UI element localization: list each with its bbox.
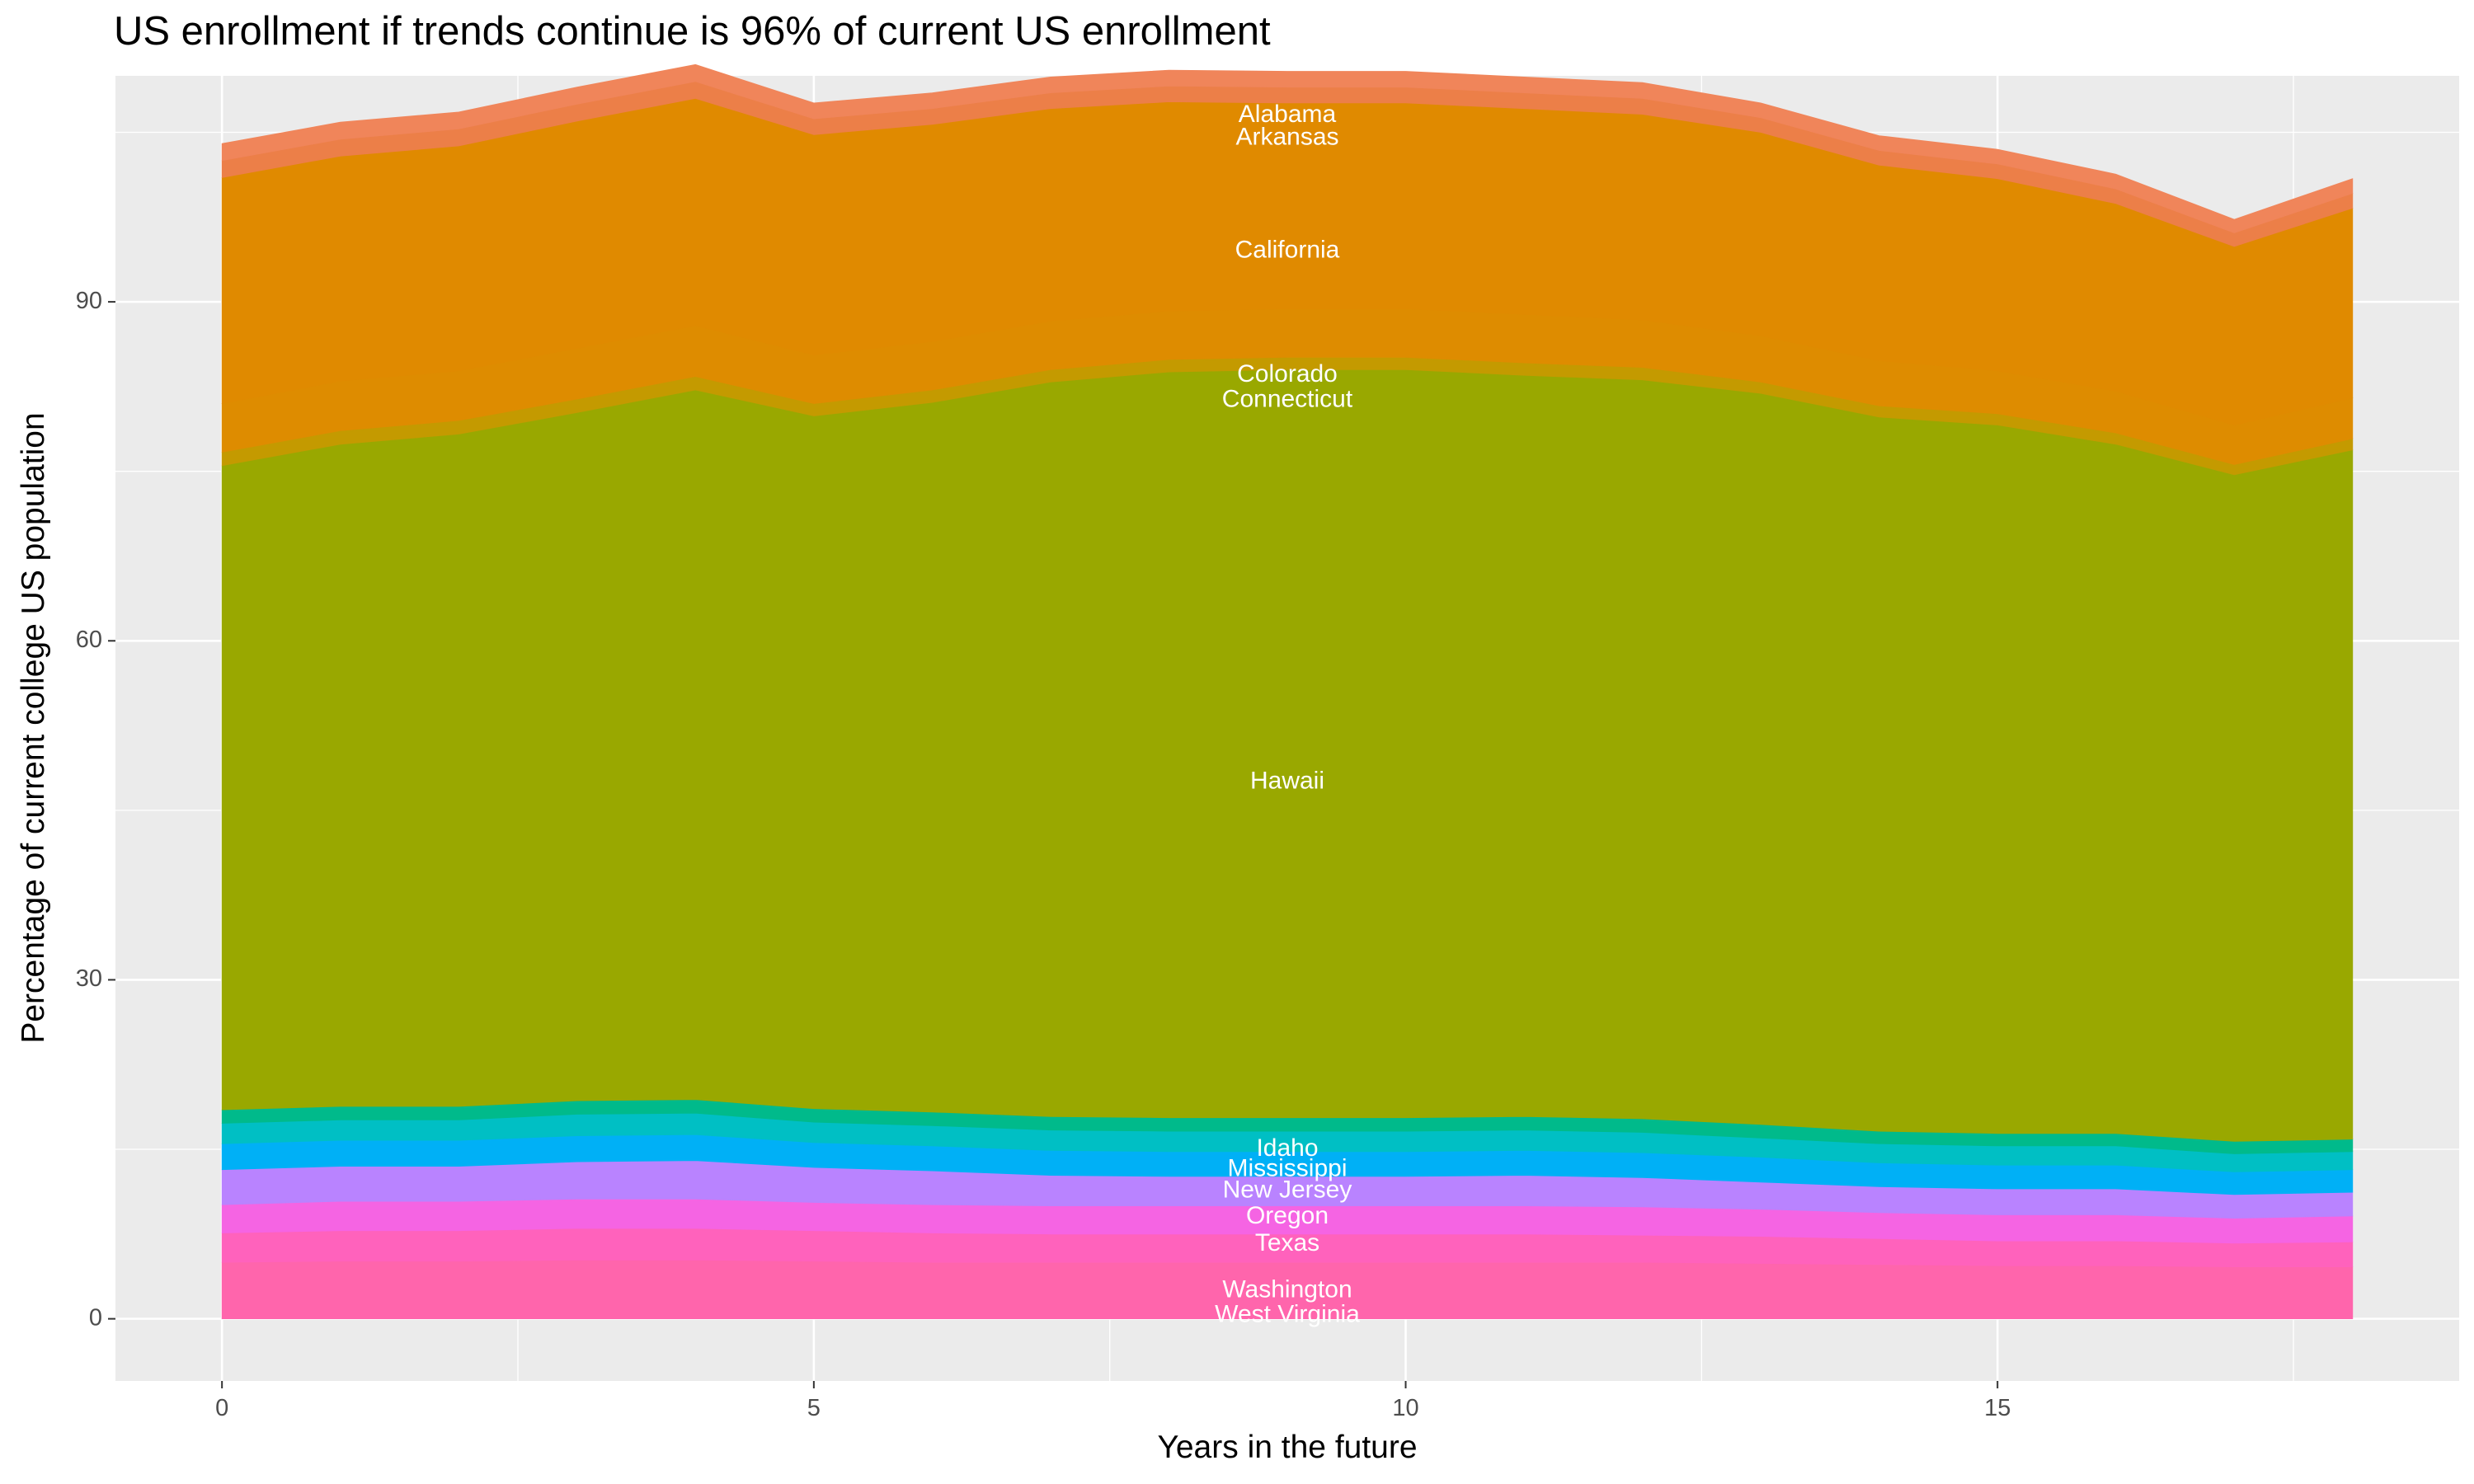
series-label-connecticut: Connecticut	[1222, 385, 1353, 412]
series-label-washington: Washington	[1222, 1275, 1352, 1303]
series-label-hawaii: Hawaii	[1250, 768, 1324, 795]
series-label-new-jersey: New Jersey	[1223, 1176, 1352, 1204]
axis-layer: 0 5 10 15 0 30 60 90	[76, 288, 2011, 1421]
series-label-texas: Texas	[1255, 1229, 1319, 1256]
x-tick-label: 15	[1984, 1395, 2011, 1421]
x-tick-label: 5	[807, 1395, 821, 1421]
series-label-alabama: Alabama	[1239, 101, 1337, 128]
series-label-west-virginia: West Virginia	[1215, 1300, 1360, 1327]
series-label-arkansas: Arkansas	[1235, 123, 1338, 150]
series-label-mississippi: Mississippi	[1227, 1155, 1347, 1182]
x-tick-label: 10	[1392, 1395, 1418, 1421]
chart-title: US enrollment if trends continue is 96% …	[114, 9, 1271, 54]
series-label-colorado: Colorado	[1237, 360, 1338, 387]
x-axis-title: Years in the future	[1157, 1430, 1417, 1465]
y-tick-label: 60	[76, 627, 102, 653]
y-tick-label: 30	[76, 965, 102, 992]
series-label-california: California	[1235, 236, 1340, 263]
y-tick-label: 0	[89, 1304, 102, 1331]
series-label-oregon: Oregon	[1246, 1202, 1329, 1229]
y-axis-title: Percentage of current college US populat…	[16, 412, 51, 1043]
y-tick-label: 90	[76, 288, 102, 314]
area-layer	[221, 63, 2354, 1319]
series-label-idaho: Idaho	[1256, 1134, 1318, 1162]
area-alabama	[221, 63, 2354, 233]
area-hawaii	[221, 369, 2354, 1142]
x-tick-label: 0	[215, 1395, 228, 1421]
